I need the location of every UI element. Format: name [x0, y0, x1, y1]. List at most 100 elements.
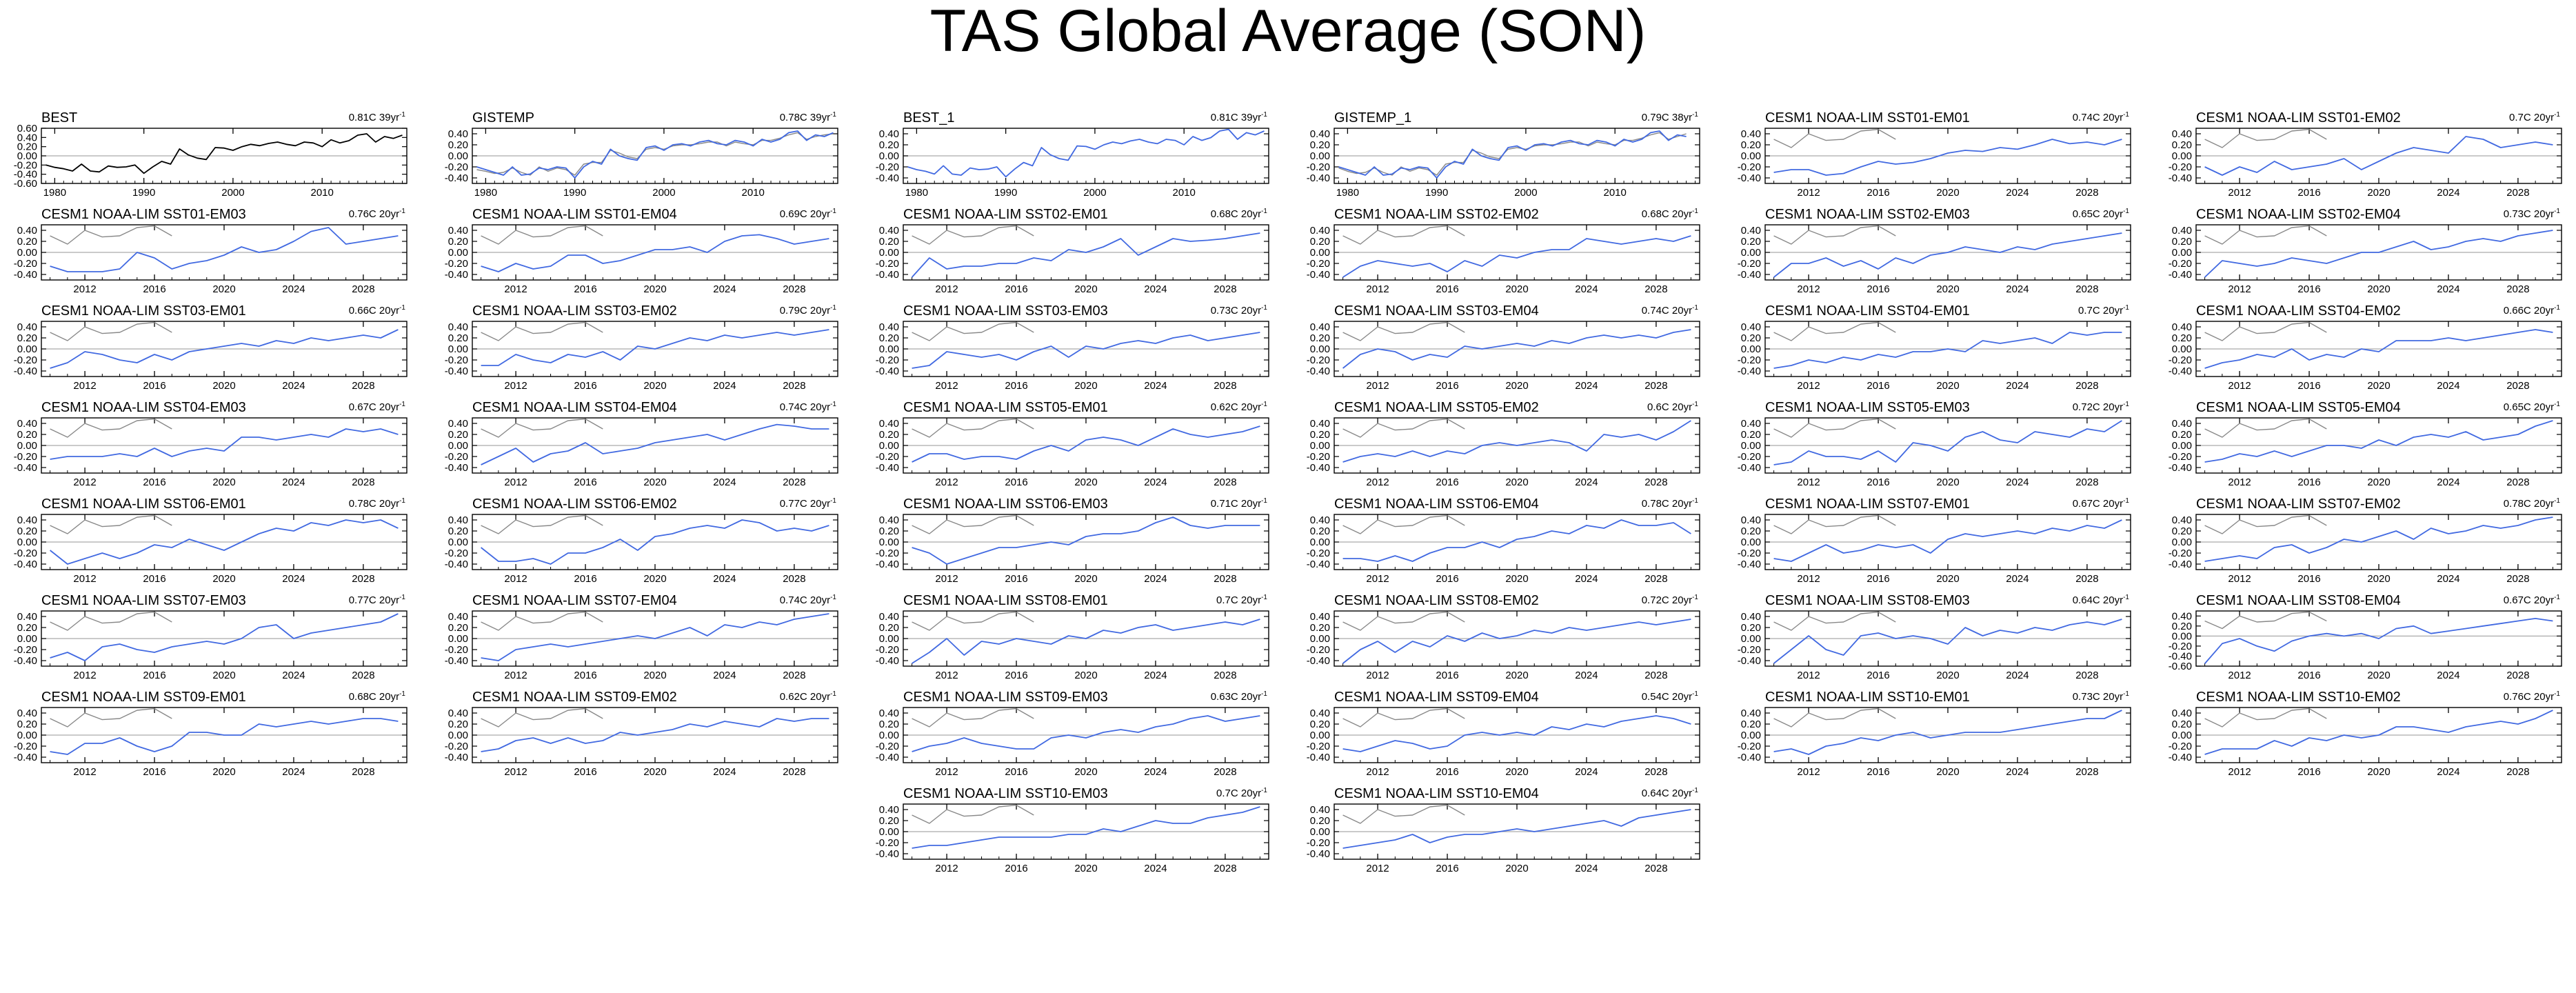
chart-panel: CESM1 NOAA-LIM SST09-EM02 0.62C 20yr-1 0.4… — [431, 681, 845, 778]
x-tick-label: 2024 — [282, 477, 305, 488]
x-tick-label: 2016 — [1436, 766, 1458, 778]
trend-label: 0.76C 20yr-1 — [349, 205, 405, 221]
x-tick-label: 2028 — [1644, 573, 1667, 585]
y-tick-label: -0.20 — [445, 548, 468, 559]
y-tick-label: 0.00 — [1310, 247, 1330, 259]
reference-series-line — [50, 225, 172, 245]
y-tick-label: -0.20 — [1307, 548, 1330, 559]
trend-label: 0.81C 39yr-1 — [1211, 109, 1267, 124]
panel-title: CESM1 NOAA-LIM SST01-EM03 — [41, 207, 246, 222]
y-tick-label: 0.00 — [879, 536, 899, 548]
y-tick-label: 0.20 — [17, 332, 37, 344]
chart-svg: 0.400.200.00-0.20-0.40 2012 2016 2020 2024 20… — [445, 321, 838, 392]
y-tick-label: -0.20 — [1307, 161, 1330, 173]
trend-label: 0.72C 20yr-1 — [2073, 399, 2129, 414]
x-tick-label: 2028 — [2506, 380, 2529, 392]
chart-panel: CESM1 NOAA-LIM SST03-EM04 0.74C 20yr-1 0.4… — [1293, 295, 1707, 392]
x-tick-label: 2012 — [1366, 477, 1389, 488]
trend-exponent: -1 — [1692, 111, 1698, 119]
y-tick-label: -0.20 — [14, 741, 37, 752]
series-line — [912, 806, 1260, 849]
trend-value: 0.76C 20yr — [2503, 691, 2555, 703]
y-tick-label: -0.40 — [876, 269, 899, 281]
trend-value: 0.81C 39yr — [1210, 112, 1262, 123]
chart-svg: 0.400.200.00-0.20-0.40 1980 1990 2000 2010 — [445, 128, 838, 199]
x-tick-label: 2012 — [935, 380, 958, 392]
x-tick-label: 2024 — [2006, 283, 2029, 295]
y-tick-label: 0.40 — [1310, 514, 1330, 526]
chart-panel: CESM1 NOAA-LIM SST05-EM02 0.6C 20yr-1 0.40… — [1293, 392, 1707, 488]
x-tick-label: 2028 — [1644, 766, 1667, 778]
y-tick-label: 0.00 — [448, 440, 468, 452]
y-tick-label: 0.00 — [2172, 150, 2192, 162]
chart-svg: 0.400.200.00-0.20-0.40 2012 2016 2020 2024 20… — [1738, 224, 2131, 295]
series-line — [907, 128, 1265, 178]
x-tick-label: 2020 — [1505, 283, 1528, 295]
reference-series-line — [912, 708, 1034, 728]
trend-exponent: -1 — [2123, 594, 2129, 601]
y-tick-label: 0.20 — [1310, 332, 1330, 344]
y-tick-label: 0.40 — [1310, 804, 1330, 816]
trend-exponent: -1 — [1261, 497, 1267, 505]
reference-series-line — [50, 514, 172, 534]
y-tick-label: -0.20 — [1738, 548, 1761, 559]
y-tick-label: 0.00 — [448, 536, 468, 548]
x-tick-label: 2012 — [73, 573, 96, 585]
x-tick-label: 2020 — [1505, 380, 1528, 392]
chart-svg: 0.400.200.00-0.20-0.40 2012 2016 2020 2024 20… — [876, 321, 1269, 392]
trend-value: 0.76C 20yr — [348, 208, 400, 220]
trend-label: 0.78C 20yr-1 — [1642, 495, 1698, 510]
x-tick-label: 2012 — [2228, 283, 2251, 295]
y-tick-label: 0.20 — [1310, 139, 1330, 151]
trend-value: 0.79C 20yr — [779, 305, 831, 317]
trend-value: 0.7C 20yr — [2509, 112, 2555, 123]
trend-exponent: -1 — [830, 111, 836, 119]
reference-series-line — [2204, 514, 2327, 534]
x-tick-label: 2020 — [643, 766, 666, 778]
x-tick-label: 2016 — [1005, 380, 1027, 392]
panel-title: CESM1 NOAA-LIM SST10-EM04 — [1334, 786, 1539, 801]
x-tick-label: 1980 — [474, 187, 497, 199]
trend-value: 0.81C 39yr — [348, 112, 400, 123]
y-tick-label: 0.20 — [879, 429, 899, 441]
x-tick-label: 2012 — [1366, 573, 1389, 585]
panel-title: CESM1 NOAA-LIM SST10-EM01 — [1765, 690, 1970, 705]
x-tick-label: 2024 — [2437, 670, 2459, 681]
x-tick-label: 2000 — [1083, 187, 1106, 199]
y-tick-label: 0.00 — [1310, 826, 1330, 838]
y-tick-label: -0.40 — [876, 848, 899, 860]
reference-series-line — [1773, 611, 1896, 631]
y-tick-label: 0.20 — [879, 622, 899, 634]
x-tick-label: 2012 — [73, 380, 96, 392]
trend-label: 0.73C 20yr-1 — [2504, 205, 2560, 221]
y-tick-label: -0.20 — [876, 548, 899, 559]
x-tick-label: 2028 — [1214, 766, 1236, 778]
trend-label: 0.68C 20yr-1 — [1642, 205, 1698, 221]
trend-label: 0.6C 20yr-1 — [1647, 399, 1698, 414]
reference-series-line — [1342, 514, 1465, 534]
series-line — [50, 227, 399, 272]
x-tick-label: 2024 — [1575, 573, 1598, 585]
trend-exponent: -1 — [399, 111, 405, 119]
x-tick-label: 2016 — [2297, 670, 2320, 681]
series-line — [1773, 519, 2122, 562]
panel-title: CESM1 NOAA-LIM SST06-EM04 — [1334, 496, 1539, 512]
chart-svg: 0.400.200.00-0.20-0.40 2012 2016 2020 2024 20… — [445, 417, 838, 488]
chart-svg: 0.400.200.00-0.20-0.40 2012 2016 2020 2024 20… — [1307, 803, 1700, 874]
y-tick-label: 0.40 — [1741, 611, 1761, 623]
x-tick-label: 1980 — [43, 187, 66, 199]
chart-svg: 0.400.200.00-0.20-0.40 2012 2016 2020 2024 20… — [876, 610, 1269, 681]
y-tick-label: -0.40 — [1307, 655, 1330, 667]
y-tick-label: 0.20 — [1741, 622, 1761, 634]
chart-panel: CESM1 NOAA-LIM SST10-EM02 0.76C 20yr-1 0.4… — [2155, 681, 2568, 778]
y-tick-label: -0.20 — [445, 451, 468, 463]
x-tick-label: 2012 — [935, 477, 958, 488]
x-tick-label: 2012 — [504, 380, 527, 392]
y-tick-label: 0.40 — [17, 132, 37, 143]
y-tick-label: 0.00 — [1741, 633, 1761, 645]
y-tick-label: 0.20 — [2172, 525, 2192, 537]
y-tick-label: 0.20 — [1741, 332, 1761, 344]
y-tick-label: 0.00 — [1741, 343, 1761, 355]
chart-panel: CESM1 NOAA-LIM SST03-EM01 0.66C 20yr-1 0.4… — [0, 295, 414, 392]
